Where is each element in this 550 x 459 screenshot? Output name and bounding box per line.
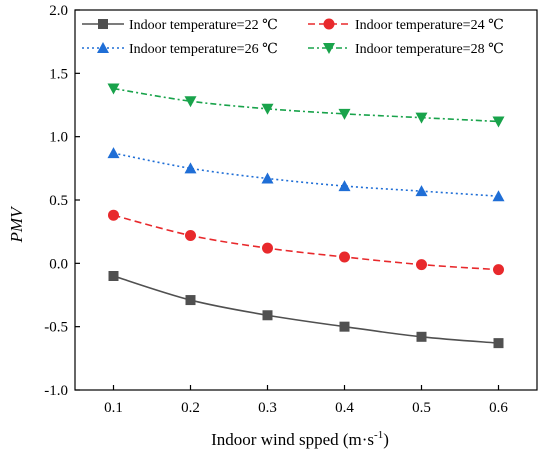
x-tick-label: 0.1 [104, 400, 123, 416]
data-point [492, 116, 505, 128]
series-4 [107, 83, 505, 128]
data-point [416, 259, 427, 271]
data-point [338, 180, 351, 192]
series-2 [108, 209, 504, 276]
legend-item: Indoor temperature=28 ℃ [308, 42, 504, 57]
y-tick-label: 0.0 [49, 256, 68, 272]
x-tick-label: 0.2 [181, 400, 200, 416]
legend-label: Indoor temperature=24 ℃ [355, 18, 504, 33]
series-line [113, 214, 499, 271]
x-axis-title: Indoor wind spped (m·s-1) [211, 429, 389, 449]
data-point [184, 96, 197, 108]
series-line [113, 87, 499, 123]
legend-marker [323, 18, 335, 30]
data-point [185, 295, 196, 306]
y-tick-label: 2.0 [49, 3, 68, 19]
x-tick-label: 0.5 [412, 400, 431, 416]
y-tick-label: 0.5 [49, 193, 68, 209]
data-point [415, 112, 428, 124]
x-axis: 0.1 0.2 0.3 0.4 0.5 0.6 [104, 385, 508, 416]
data-point [492, 190, 505, 202]
data-point [416, 331, 427, 342]
series-layer [107, 83, 505, 349]
y-tick-label: -1.0 [44, 383, 68, 399]
y-axis-title: PMV [7, 205, 26, 244]
plot-area [74, 9, 538, 391]
data-point [185, 229, 196, 241]
data-point [415, 185, 428, 197]
legend-label: Indoor temperature=28 ℃ [355, 42, 504, 57]
legend-marker [323, 43, 335, 54]
data-point [108, 209, 119, 221]
legend-marker [97, 42, 109, 53]
data-point [261, 172, 274, 184]
data-point [107, 83, 120, 95]
data-point [339, 251, 350, 263]
data-point [338, 108, 351, 120]
data-point [184, 162, 197, 174]
x-tick-label: 0.6 [489, 400, 508, 416]
data-point [262, 242, 273, 254]
y-tick-label: 1.5 [49, 66, 68, 82]
series-line [113, 275, 499, 344]
legend-label: Indoor temperature=26 ℃ [129, 42, 278, 57]
legend-item: Indoor temperature=22 ℃ [82, 18, 278, 33]
legend-label: Indoor temperature=22 ℃ [129, 18, 278, 33]
data-point [261, 103, 274, 115]
data-point [493, 338, 504, 349]
data-point [262, 310, 273, 321]
x-axis-title-superscript: -1 [374, 429, 383, 441]
y-tick-label: 1.0 [49, 130, 68, 146]
x-axis-title-suffix: ) [383, 430, 389, 449]
series-line [113, 152, 499, 197]
legend-item: Indoor temperature=26 ℃ [82, 42, 278, 57]
x-tick-label: 0.3 [258, 400, 277, 416]
data-point [107, 147, 120, 159]
legend-item: Indoor temperature=24 ℃ [308, 18, 504, 33]
data-point [108, 271, 119, 281]
legend-marker [98, 19, 108, 29]
plot-frame [74, 9, 538, 391]
data-point [339, 321, 350, 332]
x-tick-label: 0.4 [335, 400, 354, 416]
y-tick-label: -0.5 [44, 320, 68, 336]
x-axis-title-main: Indoor wind spped (m·s [211, 430, 374, 449]
data-point [493, 264, 504, 276]
legend: Indoor temperature=22 ℃ Indoor temperatur… [82, 18, 504, 57]
series-3 [107, 147, 505, 202]
y-axis: -1.0 -0.5 0.0 0.5 1.0 1.5 2.0 [44, 3, 80, 399]
series-1 [108, 271, 504, 349]
